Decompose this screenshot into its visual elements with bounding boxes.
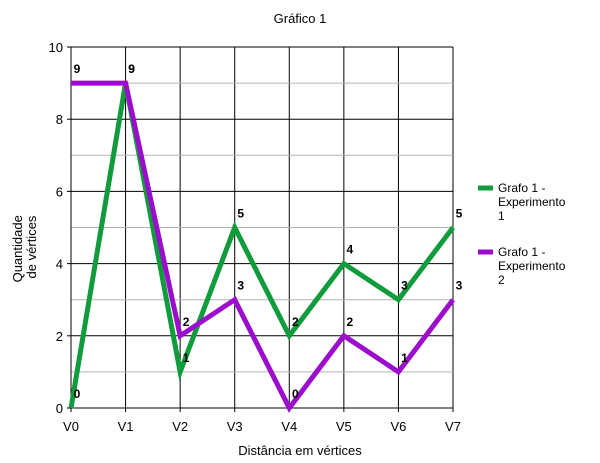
data-label-series-1: 4: [347, 243, 354, 257]
series-lines: [68, 80, 455, 413]
x-axis-label: Distância em vértices: [238, 443, 362, 458]
data-label-series-1: 3: [401, 279, 408, 293]
chart-title: Gráfico 1: [274, 11, 327, 26]
y-axis-label: Quantidade de vértices: [10, 212, 39, 283]
data-label-series-2: 3: [237, 279, 244, 293]
x-tick-label: V0: [63, 419, 79, 434]
svg-text:Grafo 1 - Experiment: Grafo 1 - Experimento 1: [498, 181, 569, 223]
legend: Grafo 1 - Experimento 1 Grafo 1 - Experi…: [478, 181, 569, 287]
y-tick-label: 10: [49, 40, 63, 55]
data-label-series-2: 2: [347, 315, 354, 329]
svg-text:Grafo 1 - Experiment: Grafo 1 - Experimento 2: [498, 245, 569, 287]
y-tick-label: 2: [56, 329, 63, 344]
y-tick-label: 8: [56, 112, 63, 127]
x-tick-label: V2: [172, 419, 188, 434]
legend-label-series-2-line-1: Grafo 1 -: [498, 245, 545, 259]
data-label-series-1: 5: [456, 207, 463, 221]
x-tick-label: V7: [445, 419, 461, 434]
data-label-series-2: 1: [401, 351, 408, 365]
y-tick-labels: 0 2 4 6 8 10: [49, 40, 63, 416]
y-tick-label: 4: [56, 257, 63, 272]
data-label-series-1: 5: [237, 207, 244, 221]
y-axis-label-line-2: de vértices: [24, 215, 39, 278]
y-tick-label: 0: [56, 401, 63, 416]
data-label-series-2: 9: [128, 62, 135, 76]
x-tick-label: V1: [118, 419, 134, 434]
data-label-series-2: 9: [74, 62, 81, 76]
data-label-series-1: 0: [74, 387, 81, 401]
legend-label-series-1-line-1: Grafo 1 -: [498, 181, 545, 195]
x-tick-label: V3: [227, 419, 243, 434]
data-label-series-1: 2: [292, 315, 299, 329]
series-line-2: [71, 80, 455, 413]
y-tick-label: 6: [56, 184, 63, 199]
legend-item-series-2: Grafo 1 - Experimento 2: [478, 245, 569, 287]
x-tick-label: V6: [390, 419, 406, 434]
legend-label-series-2-line-3: 2: [498, 273, 505, 287]
x-tick-label: V4: [281, 419, 297, 434]
data-label-series-2: 0: [292, 387, 299, 401]
data-label-series-1: 9: [128, 62, 135, 76]
legend-label-series-1-line-2: Experimento: [498, 195, 566, 209]
x-tick-labels: V0 V1 V2 V3 V4 V5 V6 V7: [63, 419, 461, 434]
legend-item-series-1: Grafo 1 - Experimento 1: [478, 181, 569, 223]
data-label-series-1: 1: [183, 351, 190, 365]
x-tick-label: V5: [336, 419, 352, 434]
data-label-series-2: 2: [183, 315, 190, 329]
data-label-series-2: 3: [456, 279, 463, 293]
legend-label-series-1-line-3: 1: [498, 209, 505, 223]
y-axis-label-line-1: Quantidade: [10, 215, 25, 282]
legend-label-series-2-line-2: Experimento: [498, 259, 566, 273]
